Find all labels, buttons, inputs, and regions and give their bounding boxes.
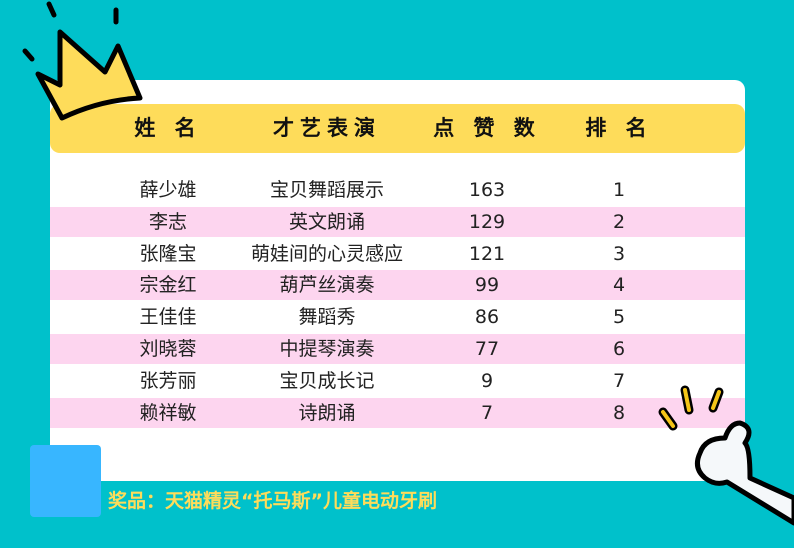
cell-talent: 萌娃间的心灵感应 [250,242,404,265]
table-row: 赖祥敏 诗朗诵 7 8 [50,397,745,428]
cell-rank: 4 [612,274,626,297]
cell-likes: 163 [468,179,506,201]
cell-talent: 英文朗诵 [288,210,366,233]
cell-rank: 7 [612,369,626,392]
cell-name: 宗金红 [139,274,197,297]
prize-text: 奖品：天猫精灵“托马斯”儿童电动牙刷 [108,490,437,512]
table-row: 张芳丽 宝贝成长记 9 7 [50,366,745,396]
cell-likes: 99 [474,274,500,297]
table-row: 王佳佳 舞蹈秀 86 5 [50,302,745,332]
cell-likes: 9 [480,369,494,392]
cell-name: 李志 [148,210,188,233]
cell-likes: 86 [474,306,500,329]
cell-rank: 8 [612,401,626,424]
table-row: 薛少雄 宝贝舞蹈展示 163 1 [50,175,745,205]
cell-rank: 2 [612,210,626,233]
cell-talent: 宝贝舞蹈展示 [269,179,385,201]
cell-rank: 5 [612,306,626,329]
cell-talent: 葫芦丝演奏 [279,274,375,297]
cell-name: 王佳佳 [139,306,197,329]
header-talent: 才艺表演 [273,116,381,140]
table-row: 李志 英文朗诵 129 2 [50,206,745,237]
cell-rank: 3 [612,242,626,265]
cell-talent: 宝贝成长记 [279,369,375,392]
cell-likes: 77 [474,338,500,360]
cell-name: 赖祥敏 [139,401,197,424]
table-header: 姓 名 才艺表演 点 赞 数 排 名 [50,104,745,153]
cell-name: 刘晓蓉 [139,338,197,360]
table-row: 刘晓蓉 中提琴演奏 77 6 [50,334,745,364]
cell-rank: 1 [612,179,626,201]
cell-talent: 诗朗诵 [298,401,356,424]
table-row: 张隆宝 萌娃间的心灵感应 121 3 [50,239,745,269]
cell-talent: 中提琴演奏 [279,338,375,360]
cell-rank: 6 [612,338,626,360]
cell-likes: 7 [480,401,494,424]
header-name: 姓 名 [134,116,202,140]
cell-likes: 121 [468,242,506,265]
blue-square [30,445,101,517]
header-rank: 排 名 [585,116,653,140]
cell-talent: 舞蹈秀 [298,306,356,329]
cell-name: 张芳丽 [139,369,197,392]
cell-name: 张隆宝 [139,242,197,265]
header-likes: 点 赞 数 [433,116,541,140]
cell-likes: 129 [468,210,506,233]
cell-name: 薛少雄 [139,179,197,201]
table-row: 宗金红 葫芦丝演奏 99 4 [50,270,745,301]
thumbs-up-icon [658,385,794,526]
crown-icon [22,1,143,121]
